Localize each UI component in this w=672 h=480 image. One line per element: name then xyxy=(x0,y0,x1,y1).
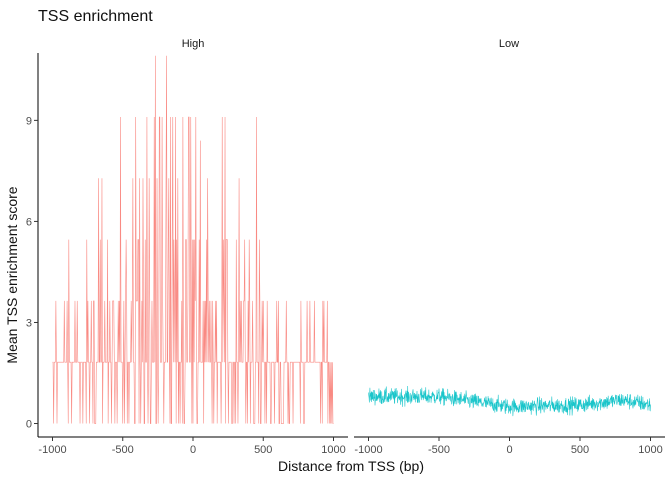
series-line-high xyxy=(52,55,334,424)
x-axis-title: Distance from TSS (bp) xyxy=(278,458,424,474)
x-tick-label: -500 xyxy=(428,444,450,456)
x-tick-label: 0 xyxy=(190,444,196,456)
panel-high xyxy=(52,55,334,424)
axes: 0 3 6 9 -1000 -500 0 500 1000 -1000 -500 0 500 1000 xyxy=(26,53,665,456)
panel-strip-low: Low xyxy=(499,38,519,50)
y-tick-label: 9 xyxy=(26,115,32,127)
x-tick-label: 1000 xyxy=(638,444,662,456)
series-line-low xyxy=(368,386,651,417)
y-axis-title: Mean TSS enrichment score xyxy=(4,186,20,363)
panel-strip-high: High xyxy=(182,38,205,50)
x-tick-label: -500 xyxy=(112,444,134,456)
x-tick-label: 1000 xyxy=(321,444,345,456)
x-tick-label: -1000 xyxy=(38,444,66,456)
y-tick-label: 6 xyxy=(26,216,32,228)
panel-low xyxy=(368,386,651,417)
x-tick-label: 500 xyxy=(571,444,589,456)
chart-title: TSS enrichment xyxy=(38,8,153,25)
y-tick-label: 3 xyxy=(26,317,32,329)
x-tick-label: 500 xyxy=(254,444,272,456)
x-tick-label: -1000 xyxy=(354,444,382,456)
x-tick-label: 0 xyxy=(506,444,512,456)
y-tick-label: 0 xyxy=(26,419,32,431)
